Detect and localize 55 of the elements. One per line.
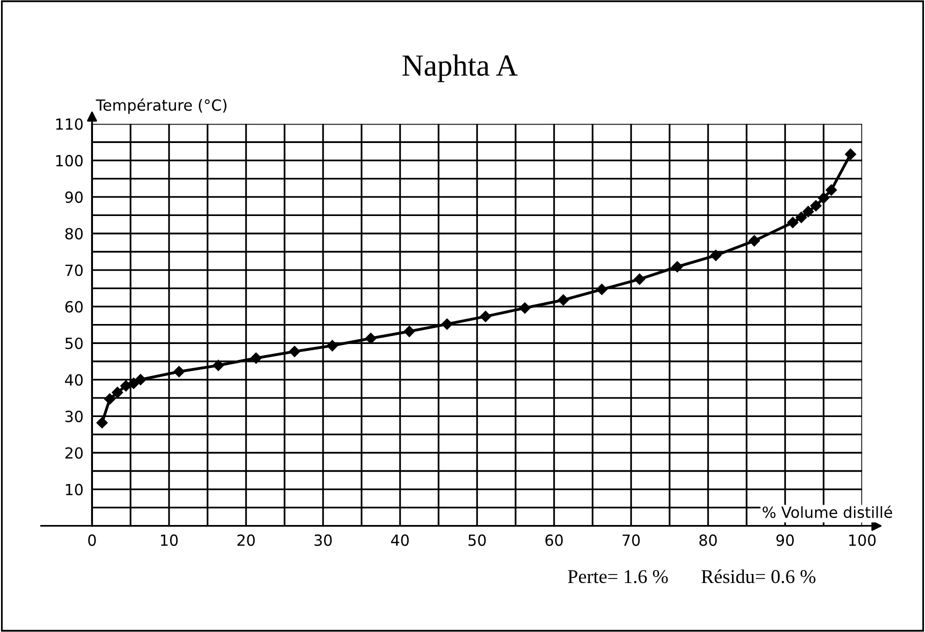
x-tick-label: 50	[468, 534, 486, 546]
point	[844, 148, 856, 160]
point	[112, 386, 124, 398]
x-tick-label: 0	[88, 534, 96, 546]
point	[480, 310, 492, 322]
point	[404, 326, 415, 338]
x-tick-label: 10	[161, 534, 178, 546]
point	[519, 302, 530, 314]
y-tick-label: 20	[65, 447, 83, 459]
point	[288, 346, 300, 358]
point	[128, 378, 140, 389]
point	[810, 200, 822, 212]
y-tick-label: 30	[65, 410, 83, 422]
point	[672, 261, 683, 272]
y-tick-label: 100	[56, 154, 83, 166]
point	[326, 340, 338, 352]
point	[250, 352, 262, 364]
y-tick-label: 90	[65, 191, 83, 203]
x-axis-title: % Volume distillé	[762, 506, 892, 518]
point	[710, 250, 722, 262]
x-tick-label: 80	[699, 534, 717, 546]
y-tick-label: 10	[66, 484, 83, 496]
x-tick-label: 70	[622, 534, 640, 546]
text: Perte= 1.6 %	[568, 570, 668, 584]
point	[365, 332, 376, 344]
point	[96, 417, 108, 428]
point	[787, 216, 798, 228]
point	[441, 318, 453, 330]
point	[173, 366, 185, 378]
y-tick-label: 80	[65, 228, 83, 240]
y-tick-label: 70	[66, 264, 83, 276]
point	[634, 274, 646, 285]
point	[134, 374, 146, 386]
x-tick-label: 20	[237, 534, 255, 546]
point	[826, 184, 837, 196]
point	[748, 235, 760, 246]
x-tick-label: 60	[545, 534, 563, 546]
point	[802, 206, 814, 218]
point	[558, 294, 569, 306]
point	[818, 192, 830, 204]
y-tick-label: 50	[65, 338, 83, 350]
y-tick-label: 60	[65, 301, 83, 313]
point	[796, 212, 807, 224]
y-axis-title: Température (°C)	[96, 98, 226, 114]
chart-title: Naphta A	[402, 54, 518, 82]
y-tick-label: 40	[65, 374, 83, 386]
x-tick-label: 90	[776, 534, 794, 546]
point	[596, 284, 608, 296]
point	[212, 360, 224, 372]
x-tick-label: 30	[314, 534, 332, 546]
text: Résidu= 0.6 %	[701, 569, 816, 584]
x-tick-label: 100	[849, 534, 876, 546]
point	[104, 393, 116, 405]
x-tick-label: 40	[391, 534, 409, 546]
y-tick-label: 110	[56, 118, 83, 130]
